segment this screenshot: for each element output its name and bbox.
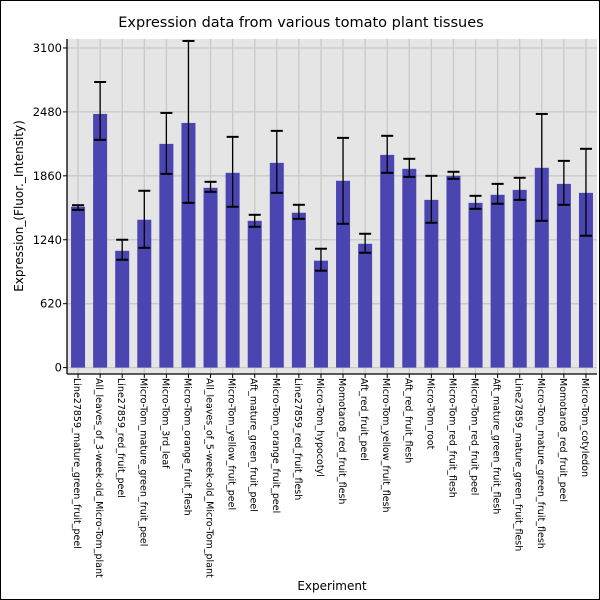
bar xyxy=(137,219,152,368)
bar xyxy=(402,168,417,368)
bar xyxy=(115,250,130,368)
x-tick-label: Line27859_red_fruit_peel xyxy=(115,378,126,498)
x-tick-label: Micro-Tom_orange_fruit_flesh xyxy=(181,378,192,516)
plot-background xyxy=(67,39,597,374)
x-tick-label: Aft_mature_green_fruit_flesh xyxy=(491,378,502,514)
bar xyxy=(424,199,439,368)
x-tick-label: Aft_red_fruit_flesh xyxy=(402,378,413,463)
x-tick-label: Micro-Tom_yellow_fruit_peel xyxy=(226,378,237,510)
chart-title: Expression data from various tomato plan… xyxy=(118,15,483,31)
x-tick-label: Line27859_mature_green_fruit_peel xyxy=(71,378,82,549)
x-tick-label: Micro-Tom_yellow_fruit_flesh xyxy=(380,378,391,513)
x-tick-label: Aft_red_fruit_peel xyxy=(358,378,369,461)
x-tick-label: Line27859_mature_green_fruit_flesh xyxy=(513,378,524,551)
x-tick-label: Momotaro8_red_fruit_peel xyxy=(557,378,568,502)
y-tick-label: 1860 xyxy=(33,169,62,183)
x-tick-label: All_leaves_of_5-week-old_Micro-Tom_plant xyxy=(204,378,215,578)
x-tick-label: Micro-Tom_orange_fruit_peel xyxy=(270,378,281,513)
bar xyxy=(313,260,328,368)
x-tick-label: Micro-Tom_hypocotyl xyxy=(314,378,325,477)
x-tick-label: Line27859_red_fruit_flesh xyxy=(292,378,303,500)
x-tick-label: Micro-Tom_red_fruit_peel xyxy=(469,378,480,495)
bar xyxy=(446,175,461,368)
bar xyxy=(181,122,196,368)
bar xyxy=(225,172,240,368)
y-tick-label: 1240 xyxy=(33,233,62,247)
x-tick-label: Micro-Tom_mature_green_fruit_peel xyxy=(137,378,148,546)
bar xyxy=(358,243,373,368)
bar xyxy=(336,180,351,368)
bar xyxy=(380,154,395,368)
x-tick-label: Micro-Tom_cotyledon xyxy=(579,378,590,477)
bar xyxy=(512,189,527,368)
x-tick-label: Micro-Tom_mature_green_fruit_flesh xyxy=(535,378,546,549)
bar xyxy=(159,143,174,368)
x-tick-label: Momotaro8_red_fruit_flesh xyxy=(336,378,347,504)
x-tick-label: All_leaves_of_3-week-old_Micro-Tom_plant xyxy=(93,378,104,578)
x-tick-label: Micro-Tom_root xyxy=(424,378,435,450)
y-tick-label: 620 xyxy=(40,297,62,311)
bar xyxy=(93,113,108,368)
bar xyxy=(556,183,571,368)
bar xyxy=(269,162,284,368)
y-tick-label: 0 xyxy=(55,361,62,375)
y-tick-label: 2480 xyxy=(33,105,62,119)
x-axis-label: Experiment xyxy=(297,579,367,593)
bar xyxy=(203,187,218,368)
x-tick-label: Aft_mature_green_fruit_peel xyxy=(248,378,259,512)
x-tick-label: Micro-Tom_red_fruit_flesh xyxy=(446,378,457,498)
bar xyxy=(490,194,505,368)
bar xyxy=(291,212,306,368)
y-tick-label: 3100 xyxy=(33,41,62,55)
y-axis-label: Expression_(Fluor._Intensity) xyxy=(12,120,26,292)
bar xyxy=(534,167,549,368)
bar xyxy=(71,206,86,368)
x-tick-label: Micro-Tom_3rd_leaf xyxy=(159,378,170,469)
bar xyxy=(468,202,483,368)
bar xyxy=(247,220,262,368)
